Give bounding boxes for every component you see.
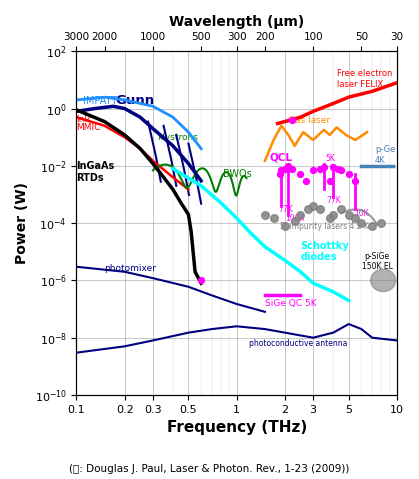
Point [338, 166, 345, 174]
Text: Gas laser: Gas laser [288, 116, 331, 125]
Point [285, 162, 292, 170]
Point [303, 177, 309, 184]
Point [330, 163, 336, 171]
Point [276, 171, 283, 178]
Point [310, 202, 316, 210]
Point [305, 205, 312, 213]
Point [369, 222, 375, 230]
X-axis label: Frequency (THz): Frequency (THz) [167, 420, 307, 435]
Point [335, 165, 341, 172]
Text: 77K: 77K [326, 196, 341, 205]
Text: photoconductive antenna: photoconductive antenna [249, 339, 348, 348]
Text: 100K: 100K [286, 214, 305, 223]
Point [330, 211, 336, 218]
Text: p-SiGe
150K EL: p-SiGe 150K EL [362, 251, 393, 271]
Point [326, 214, 333, 222]
Text: MMIC: MMIC [76, 123, 101, 132]
Y-axis label: Power (W): Power (W) [15, 182, 29, 264]
Text: klystrons: klystrons [158, 133, 198, 142]
Point [316, 205, 323, 213]
Text: QCL: QCL [269, 153, 292, 163]
Point [198, 276, 204, 284]
Point [310, 166, 316, 174]
Text: Si impurity lasers 4.2 K: Si impurity lasers 4.2 K [279, 222, 368, 231]
Point [345, 171, 352, 178]
Point [378, 219, 385, 227]
Point [261, 211, 268, 218]
Point [352, 177, 359, 184]
Point [297, 211, 304, 218]
Text: IMPATT: IMPATT [83, 95, 117, 105]
Text: (이: Douglas J. Paul, Laser & Photon. Rev., 1-23 (2009)): (이: Douglas J. Paul, Laser & Photon. Rev… [69, 464, 350, 474]
Text: 77K: 77K [278, 205, 293, 214]
Point [297, 171, 304, 178]
Point [352, 214, 359, 222]
Point [316, 165, 323, 172]
Point [288, 165, 295, 172]
Point [291, 217, 298, 225]
Text: InGaAs
RTDs: InGaAs RTDs [76, 161, 115, 183]
Text: Free electron
laser FELIX: Free electron laser FELIX [336, 69, 392, 89]
Point [288, 116, 295, 124]
Text: photomixer: photomixer [105, 263, 157, 273]
Point [338, 205, 345, 213]
Point [345, 211, 352, 218]
Text: SiGe QC 5K: SiGe QC 5K [265, 299, 316, 308]
Text: Schottky
diodes: Schottky diodes [300, 241, 349, 262]
Point [321, 163, 327, 171]
Text: 10K: 10K [354, 209, 369, 218]
Polygon shape [371, 269, 396, 292]
Text: BWOs: BWOs [223, 169, 252, 179]
Point [278, 166, 285, 174]
Text: InP: InP [76, 114, 90, 124]
Point [270, 214, 277, 222]
Point [358, 219, 365, 227]
Text: 5K: 5K [325, 154, 335, 163]
Point [282, 222, 288, 230]
Text: Gunn: Gunn [115, 94, 155, 107]
Point [282, 165, 288, 172]
X-axis label: Wavelength (μm): Wavelength (μm) [169, 15, 304, 29]
Text: p-Ge
4K: p-Ge 4K [375, 145, 396, 165]
Point [326, 177, 333, 184]
